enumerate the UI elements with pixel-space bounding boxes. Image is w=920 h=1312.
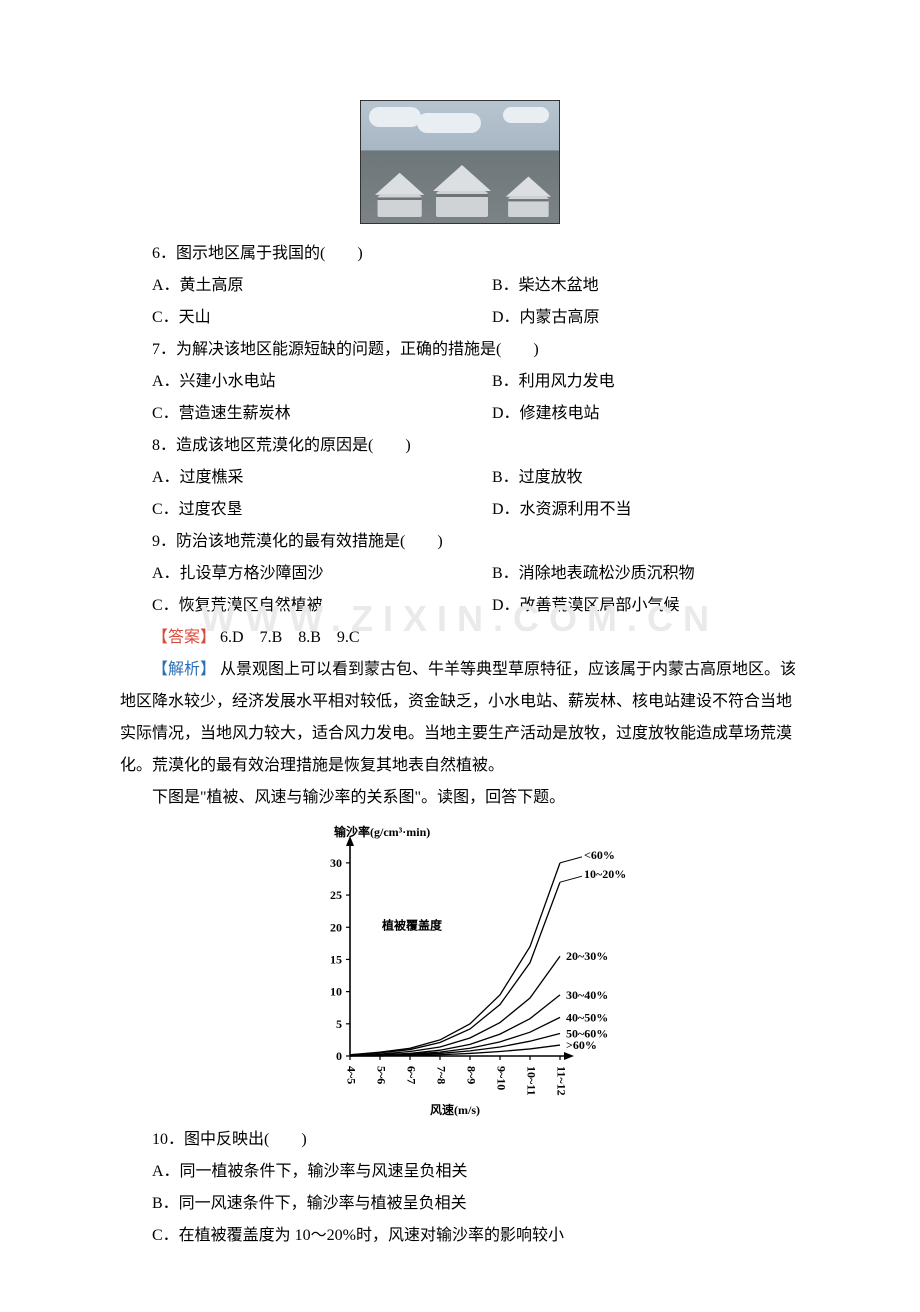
svg-text:7~8: 7~8 (434, 1066, 448, 1084)
cloud-shape (417, 113, 481, 133)
chart-svg: 0 5 10 15 20 25 30 4~5 5~6 6~7 7~8 8~9 9~10 10~11 11~1… (290, 820, 630, 1120)
option: C．恢复荒漠区自然植被 (120, 590, 460, 622)
svg-text:8~9: 8~9 (464, 1066, 478, 1084)
svg-text:10: 10 (330, 985, 342, 999)
question-stem: 8．造成该地区荒漠化的原因是( ) (120, 430, 800, 462)
svg-text:输沙率(g/cm³·min): 输沙率(g/cm³·min) (334, 824, 430, 839)
grassland-yurt-image (360, 100, 560, 224)
option: C．在植被覆盖度为 10～20%时，风速对输沙率的影响较小 (120, 1220, 800, 1252)
option: B．柴达木盆地 (460, 270, 800, 302)
question-stem: 9．防治该地荒漠化的最有效措施是( ) (120, 526, 800, 558)
option: A．兴建小水电站 (120, 366, 460, 398)
answer-line: 【答案】 6.D 7.B 8.B 9.C (120, 622, 800, 654)
svg-text:10~20%: 10~20% (584, 867, 626, 881)
svg-text:植被覆盖度: 植被覆盖度 (381, 917, 443, 932)
explanation-label: 【解析】 (152, 661, 216, 678)
cloud-shape (503, 107, 549, 123)
option: A．黄土高原 (120, 270, 460, 302)
option: B．消除地表疏松沙质沉积物 (460, 558, 800, 590)
option: D．水资源利用不当 (460, 494, 800, 526)
svg-text:30~40%: 30~40% (566, 988, 608, 1002)
option: D．改善荒漠区局部小气候 (460, 590, 800, 622)
option-list: A．同一植被条件下，输沙率与风速呈负相关B．同一风速条件下，输沙率与植被呈负相关… (120, 1156, 800, 1252)
svg-text:11~12: 11~12 (554, 1066, 568, 1096)
cloud-shape (369, 107, 421, 127)
option: A．同一植被条件下，输沙率与风速呈负相关 (120, 1156, 800, 1188)
svg-text:6~7: 6~7 (404, 1066, 418, 1084)
chart-intro-text: 下图是"植被、风速与输沙率的关系图"。读图，回答下题。 (120, 782, 800, 814)
answer-text: 6.D 7.B 8.B 9.C (220, 629, 360, 646)
question-stem: 6．图示地区属于我国的( ) (120, 238, 800, 270)
explanation: 【解析】 从景观图上可以看到蒙古包、牛羊等典型草原特征，应该属于内蒙古高原地区。… (120, 654, 800, 782)
option-row: C．营造速生薪炭林D．修建核电站 (120, 398, 800, 430)
option: A．扎设草方格沙障固沙 (120, 558, 460, 590)
svg-text:25: 25 (330, 888, 342, 902)
svg-text:20: 20 (330, 920, 342, 934)
answer-label: 【答案】 (152, 629, 216, 646)
svg-text:>60%: >60% (566, 1038, 597, 1052)
chart-container: 0 5 10 15 20 25 30 4~5 5~6 6~7 7~8 8~9 9~10 10~11 11~1… (290, 820, 630, 1120)
svg-text:5: 5 (336, 1017, 342, 1031)
svg-text:5~6: 5~6 (374, 1066, 388, 1084)
explanation-text: 从景观图上可以看到蒙古包、牛羊等典型草原特征，应该属于内蒙古高原地区。该地区降水… (120, 661, 796, 774)
option: C．天山 (120, 302, 460, 334)
option: D．内蒙古高原 (460, 302, 800, 334)
option-row: A．扎设草方格沙障固沙B．消除地表疏松沙质沉积物 (120, 558, 800, 590)
option-row: A．过度樵采B．过度放牧 (120, 462, 800, 494)
svg-text:风速(m/s): 风速(m/s) (430, 1102, 480, 1117)
svg-text:10~11: 10~11 (524, 1066, 538, 1096)
option: B．同一风速条件下，输沙率与植被呈负相关 (120, 1188, 800, 1220)
option: C．营造速生薪炭林 (120, 398, 460, 430)
yurt-shape (506, 167, 551, 217)
svg-text:20~30%: 20~30% (566, 949, 608, 963)
question-stem: 10．图中反映出( ) (120, 1124, 800, 1156)
svg-text:4~5: 4~5 (344, 1066, 358, 1084)
question-list: 6．图示地区属于我国的( )A．黄土高原B．柴达木盆地C．天山D．内蒙古高原7．… (120, 238, 800, 622)
option: A．过度樵采 (120, 462, 460, 494)
svg-text:0: 0 (336, 1049, 342, 1063)
option-row: A．兴建小水电站B．利用风力发电 (120, 366, 800, 398)
svg-text:<60%: <60% (584, 848, 615, 862)
option: D．修建核电站 (460, 398, 800, 430)
yurt-shape (433, 153, 491, 217)
svg-text:30: 30 (330, 856, 342, 870)
option-row: A．黄土高原B．柴达木盆地 (120, 270, 800, 302)
svg-text:9~10: 9~10 (494, 1066, 508, 1090)
option-row: C．天山D．内蒙古高原 (120, 302, 800, 334)
question-number: 10 (152, 1131, 168, 1148)
question-text: 图中反映出( ) (184, 1131, 307, 1148)
option-row: C．恢复荒漠区自然植被D．改善荒漠区局部小气候 (120, 590, 800, 622)
option: C．过度农垦 (120, 494, 460, 526)
option: B．利用风力发电 (460, 366, 800, 398)
svg-text:40~50%: 40~50% (566, 1010, 608, 1024)
svg-text:15: 15 (330, 952, 342, 966)
option-row: C．过度农垦D．水资源利用不当 (120, 494, 800, 526)
yurt-shape (375, 163, 424, 217)
option: B．过度放牧 (460, 462, 800, 494)
question-stem: 7．为解决该地区能源短缺的问题，正确的措施是( ) (120, 334, 800, 366)
page: WWW.ZIXIN.COM.CN 6．图示地区属于我国的( )A．黄土高原B．柴… (0, 0, 920, 1312)
